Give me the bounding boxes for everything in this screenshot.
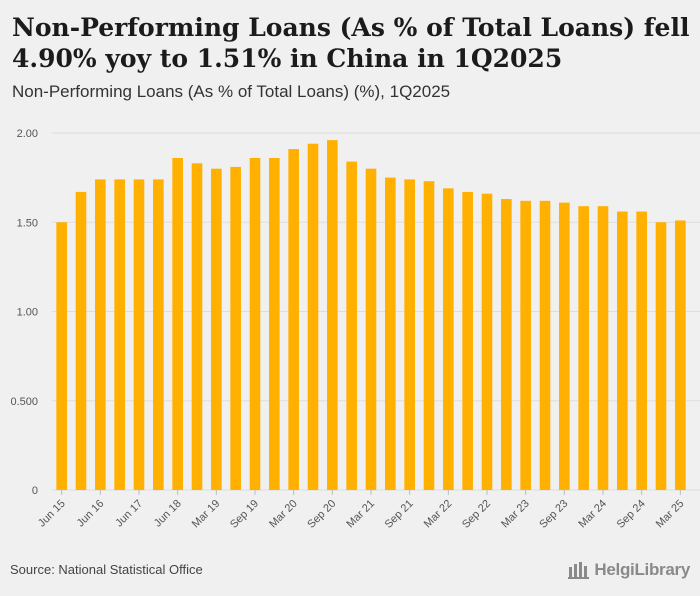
y-tick-label: 0: [32, 485, 38, 497]
x-tick-label: Mar 22: [422, 498, 455, 531]
x-tick-label: Jun 15: [36, 498, 68, 530]
bar: [655, 222, 667, 490]
bar: [95, 179, 106, 490]
bar: [539, 200, 551, 490]
bar: [520, 200, 531, 490]
bar: [346, 161, 357, 490]
bar: [249, 157, 261, 491]
x-tick-label: Mar 20: [267, 498, 300, 531]
bar: [423, 181, 435, 490]
x-tick-label: Mar 24: [576, 498, 609, 531]
y-tick-label: 1.00: [17, 307, 38, 319]
bar: [327, 140, 338, 490]
bar: [597, 206, 609, 490]
bar: [230, 166, 241, 490]
bar: [114, 179, 125, 490]
bar: [481, 193, 493, 490]
x-tick-label: Sep 22: [460, 498, 493, 531]
logo-text: HelgiLibrary: [594, 560, 690, 579]
chart-title: Non-Performing Loans (As % of Total Loan…: [12, 13, 690, 73]
bar: [269, 157, 280, 491]
bar: [56, 222, 67, 490]
x-tick-label: Sep 19: [228, 498, 261, 531]
bar-chart: 0 0.500 1.00 1.50 2.00 Jun 15 Jun 16 Jun 17 Jun …: [10, 128, 700, 531]
x-tick-label: Jun 16: [75, 498, 107, 530]
bar: [636, 211, 647, 490]
y-tick-label: 2.00: [17, 128, 38, 140]
x-tick-label: Mar 19: [190, 498, 223, 531]
bar: [172, 157, 183, 491]
library-icon: [568, 562, 590, 579]
x-tick-label: Mar 21: [344, 498, 377, 531]
bar: [617, 211, 628, 490]
bar: [675, 220, 686, 490]
bar: [307, 143, 319, 490]
chart-subtitle: Non-Performing Loans (As % of Total Loan…: [12, 82, 451, 101]
bar: [191, 163, 203, 490]
bar: [211, 168, 222, 490]
x-tick-label: Sep 24: [615, 498, 648, 531]
bar: [133, 179, 145, 490]
bar: [404, 179, 415, 490]
bar: [385, 177, 396, 490]
bar: [288, 149, 299, 490]
x-tick-label: Mar 23: [499, 498, 532, 531]
helgilibrary-logo[interactable]: HelgiLibrary: [568, 560, 690, 580]
y-tick-label: 0.500: [10, 396, 38, 408]
bar: [365, 168, 377, 490]
x-tick-label: Jun 18: [152, 498, 184, 530]
x-tick-label: Sep 23: [537, 498, 570, 531]
bar: [75, 191, 87, 490]
x-tick-label: Mar 25: [654, 498, 687, 531]
bar: [462, 191, 473, 490]
bar: [578, 206, 589, 490]
source-note: Source: National Statistical Office: [10, 562, 203, 577]
x-tick-label: Sep 21: [383, 498, 416, 531]
y-tick-label: 1.50: [17, 217, 38, 229]
x-tick-label: Sep 20: [305, 498, 338, 531]
bar: [443, 188, 454, 490]
bar: [153, 179, 164, 490]
bar: [559, 202, 570, 490]
bar: [501, 199, 512, 491]
x-tick-label: Jun 17: [113, 498, 145, 530]
